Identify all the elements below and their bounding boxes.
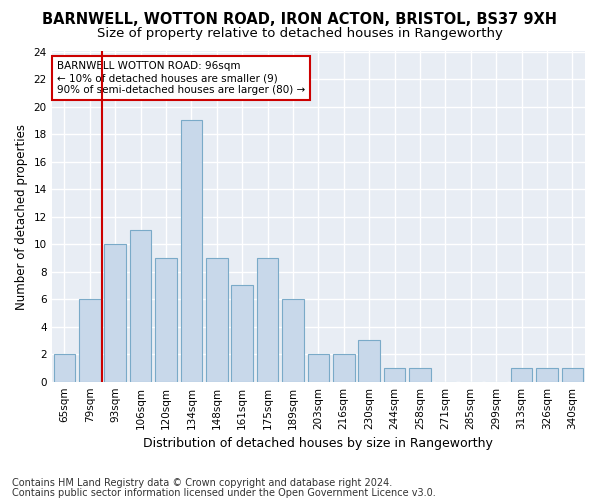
Bar — [536, 368, 557, 382]
Bar — [130, 230, 151, 382]
Text: Contains HM Land Registry data © Crown copyright and database right 2024.: Contains HM Land Registry data © Crown c… — [12, 478, 392, 488]
Bar — [358, 340, 380, 382]
Bar — [562, 368, 583, 382]
Bar — [511, 368, 532, 382]
Y-axis label: Number of detached properties: Number of detached properties — [15, 124, 28, 310]
Bar — [282, 299, 304, 382]
X-axis label: Distribution of detached houses by size in Rangeworthy: Distribution of detached houses by size … — [143, 437, 493, 450]
Text: Size of property relative to detached houses in Rangeworthy: Size of property relative to detached ho… — [97, 28, 503, 40]
Text: BARNWELL WOTTON ROAD: 96sqm
← 10% of detached houses are smaller (9)
90% of semi: BARNWELL WOTTON ROAD: 96sqm ← 10% of det… — [57, 62, 305, 94]
Bar — [409, 368, 431, 382]
Bar — [79, 299, 101, 382]
Bar — [181, 120, 202, 382]
Bar — [206, 258, 227, 382]
Bar — [104, 244, 126, 382]
Bar — [333, 354, 355, 382]
Bar — [384, 368, 406, 382]
Bar — [257, 258, 278, 382]
Bar — [308, 354, 329, 382]
Text: BARNWELL, WOTTON ROAD, IRON ACTON, BRISTOL, BS37 9XH: BARNWELL, WOTTON ROAD, IRON ACTON, BRIST… — [43, 12, 557, 28]
Bar — [155, 258, 177, 382]
Bar — [232, 286, 253, 382]
Bar — [53, 354, 75, 382]
Text: Contains public sector information licensed under the Open Government Licence v3: Contains public sector information licen… — [12, 488, 436, 498]
